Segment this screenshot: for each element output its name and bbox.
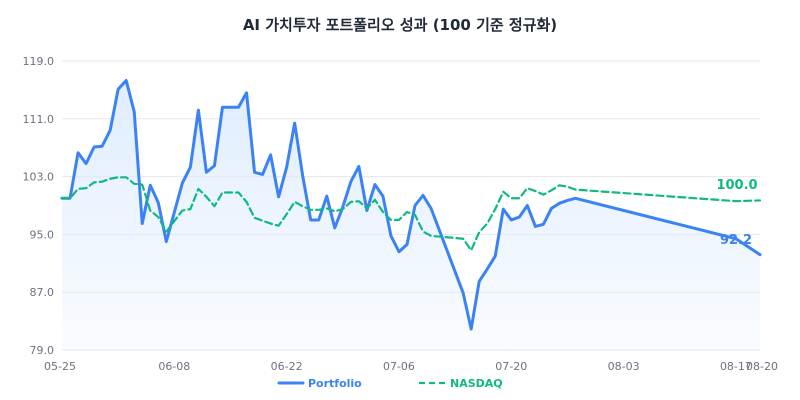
portfolio-area-fill	[62, 80, 760, 350]
legend-portfolio-label: Portfolio	[308, 377, 362, 390]
y-tick-label: 79.0	[30, 344, 55, 357]
x-tick-label: 08-17	[720, 360, 752, 373]
y-tick-label: 111.0	[23, 113, 55, 126]
x-tick-label: 05-25	[44, 360, 76, 373]
x-tick-label: 07-06	[383, 360, 415, 373]
x-tick-label: 07-20	[495, 360, 527, 373]
y-tick-label: 119.0	[23, 55, 55, 68]
x-tick-label: 08-20	[746, 360, 778, 373]
y-tick-label: 87.0	[30, 286, 55, 299]
nasdaq-series-line	[60, 176, 762, 252]
y-tick-label: 103.0	[23, 171, 55, 184]
portfolio-end-label: 92.2	[720, 233, 752, 248]
x-tick-label: 06-08	[158, 360, 190, 373]
y-tick-label: 95.0	[30, 228, 55, 241]
chart-title: AI 가치투자 포트폴리오 성과 (100 기준 정규화)	[242, 16, 558, 34]
x-tick-label: 08-03	[608, 360, 640, 373]
x-tick-label: 06-22	[271, 360, 303, 373]
legend-nasdaq-label: NASDAQ	[450, 377, 503, 390]
nasdaq-end-label: 100.0	[716, 178, 757, 193]
